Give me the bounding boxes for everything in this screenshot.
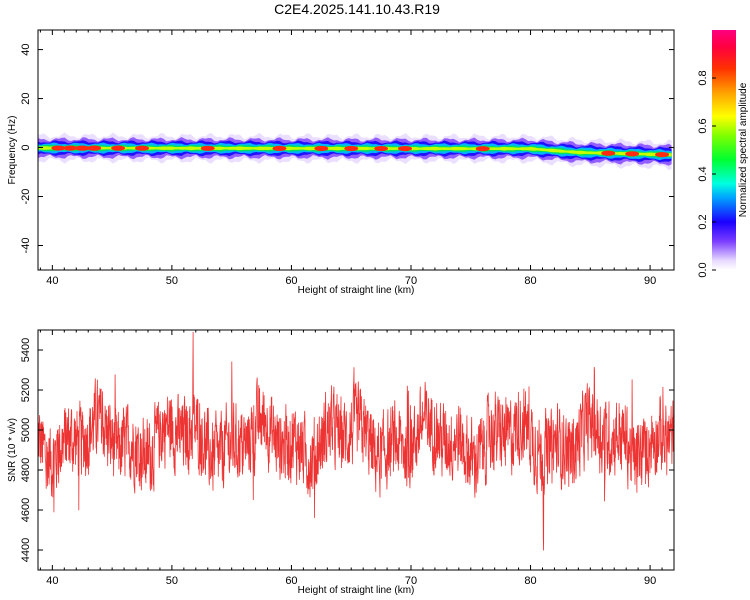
spectrogram-peak: [111, 145, 126, 151]
spectrogram-peak: [625, 151, 640, 157]
spectrogram-peak: [314, 145, 329, 152]
snr-y-tick-label: 5000: [20, 418, 32, 442]
spectrogram-x-tick-label: 60: [285, 275, 297, 287]
colorbar-tick-label: 0.0: [697, 262, 709, 277]
spectrogram-peak: [398, 145, 413, 152]
snr-x-tick-label: 50: [166, 575, 178, 587]
snr-x-ticks: 40 50 60 70 80 90: [39, 330, 675, 587]
colorbar-tick-label: 0.8: [697, 70, 709, 85]
spectrogram-peak: [601, 150, 616, 156]
snr-y-label: SNR (10 * v/v): [7, 418, 18, 482]
spectrogram-peak: [75, 145, 90, 151]
colorbar-tick-label: 0.4: [697, 166, 709, 181]
colorbar-label: Normalized spectral amplitude: [738, 82, 749, 217]
spectrogram-x-tick-label: 70: [405, 275, 417, 287]
spectrogram-peak: [63, 145, 78, 151]
spectrogram-peak: [475, 146, 490, 152]
spectrogram-x-tick-label: 80: [524, 275, 536, 287]
spectrogram-y-tick-label: 40: [20, 43, 32, 55]
spectrogram-peak: [655, 151, 670, 158]
spectrogram-x-ticks: 40 50 60 70 80 90: [39, 30, 675, 287]
snr-y-tick-label: 4600: [20, 498, 32, 522]
spectrogram-frame: [37, 29, 675, 271]
snr-y-tick-label: 4800: [20, 458, 32, 482]
spectrogram-x-tick-label: 50: [166, 275, 178, 287]
spectrogram-peak: [344, 145, 359, 152]
spectrogram-panel: 40 50 60 70 80 90 -40 -20 0 20 40 Height of strai…: [7, 29, 675, 296]
colorbar-ticks: 0.0 0.2 0.4 0.6 0.8: [697, 70, 716, 278]
spectrogram-y-ticks: -40 -20 0 20 40: [20, 43, 674, 253]
spectrogram-peak: [87, 145, 102, 151]
spectrogram-y-label: Frequency (Hz): [7, 116, 18, 185]
spectrogram-x-tick-label: 40: [46, 275, 58, 287]
spectrogram-peak: [200, 145, 215, 151]
spectrogram-peak: [135, 145, 150, 151]
snr-x-tick-label: 80: [524, 575, 536, 587]
spectrogram-band: [38, 132, 672, 171]
snr-y-tick-label: 4400: [20, 538, 32, 562]
colorbar: 0.0 0.2 0.4 0.6 0.8 Normalized spectral ampl…: [697, 30, 749, 278]
spectrogram-peak: [272, 145, 287, 152]
spectrogram-peak: [51, 145, 66, 151]
spectrogram-y-tick-label: -40: [20, 238, 32, 254]
spectrogram-y-tick-label: 20: [20, 92, 32, 104]
snr-x-label: Height of straight line (km): [298, 585, 415, 596]
colorbar-tick-label: 0.2: [697, 214, 709, 229]
snr-x-tick-label: 40: [46, 575, 58, 587]
colorbar-gradient: [712, 30, 736, 270]
spectrogram-y-tick-label: -20: [20, 189, 32, 205]
spectrogram-x-label: Height of straight line (km): [298, 285, 415, 296]
spectrogram-band-layer: [38, 146, 672, 157]
snr-x-tick-label: 60: [285, 575, 297, 587]
snr-y-ticks: 4400 4600 4800 5000 5200 5400: [20, 338, 674, 562]
snr-panel: 40 50 60 70 80 90 4400 4600 4800 5000 5200 5400 He…: [7, 329, 675, 596]
spectrogram-peak: [374, 145, 389, 152]
snr-y-tick-label: 5400: [20, 338, 32, 362]
snr-x-tick-label: 90: [644, 575, 656, 587]
spectrogram-x-tick-label: 90: [644, 275, 656, 287]
snr-frame: [37, 329, 675, 571]
colorbar-tick-label: 0.6: [697, 118, 709, 133]
snr-x-tick-label: 70: [405, 575, 417, 587]
spectrogram-y-tick-label: 0: [20, 144, 32, 150]
snr-series-line: [38, 331, 674, 551]
snr-y-tick-label: 5200: [20, 378, 32, 402]
chart-title: C2E4.2025.141.10.43.R19: [274, 1, 440, 17]
